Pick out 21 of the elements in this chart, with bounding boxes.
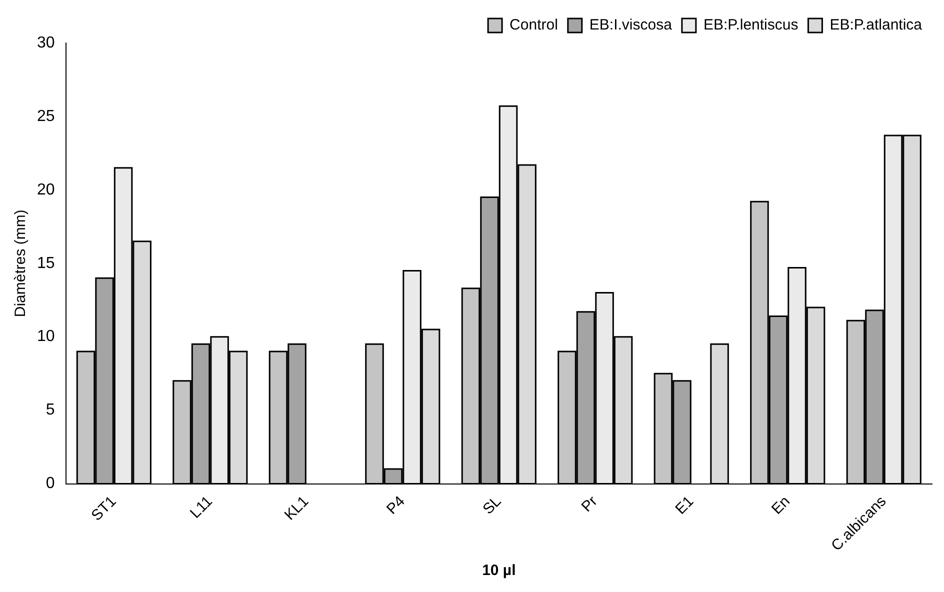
x-tick-label: KL1 [281,492,312,524]
x-tick-label: L11 [186,492,216,522]
y-tick-label: 20 [37,181,55,198]
x-tick-label: Pr [578,492,601,516]
legend-label: EB:I.viscosa [589,16,673,34]
y-tick-label: 0 [46,475,55,492]
y-tick-label: 5 [46,402,55,419]
y-tick-label: 30 [37,34,55,52]
y-axis-title: Diamètres (mm) [12,210,30,318]
legend-label: EB:P.atlantica [830,16,923,34]
y-tick-label: 15 [37,254,55,272]
x-axis-title: 10 µl [482,562,516,580]
legend-label: Control [510,16,558,34]
x-tick-label: ST1 [88,492,120,524]
x-tick-label: SL [480,492,505,518]
x-tick-label: En [768,492,794,518]
y-tick-label: 25 [37,108,55,125]
x-tick-label: P4 [383,492,408,518]
x-tick-label: E1 [672,492,698,518]
y-tick-label: 10 [37,328,55,346]
legend-label: EB:P.lentiscus [703,16,798,34]
